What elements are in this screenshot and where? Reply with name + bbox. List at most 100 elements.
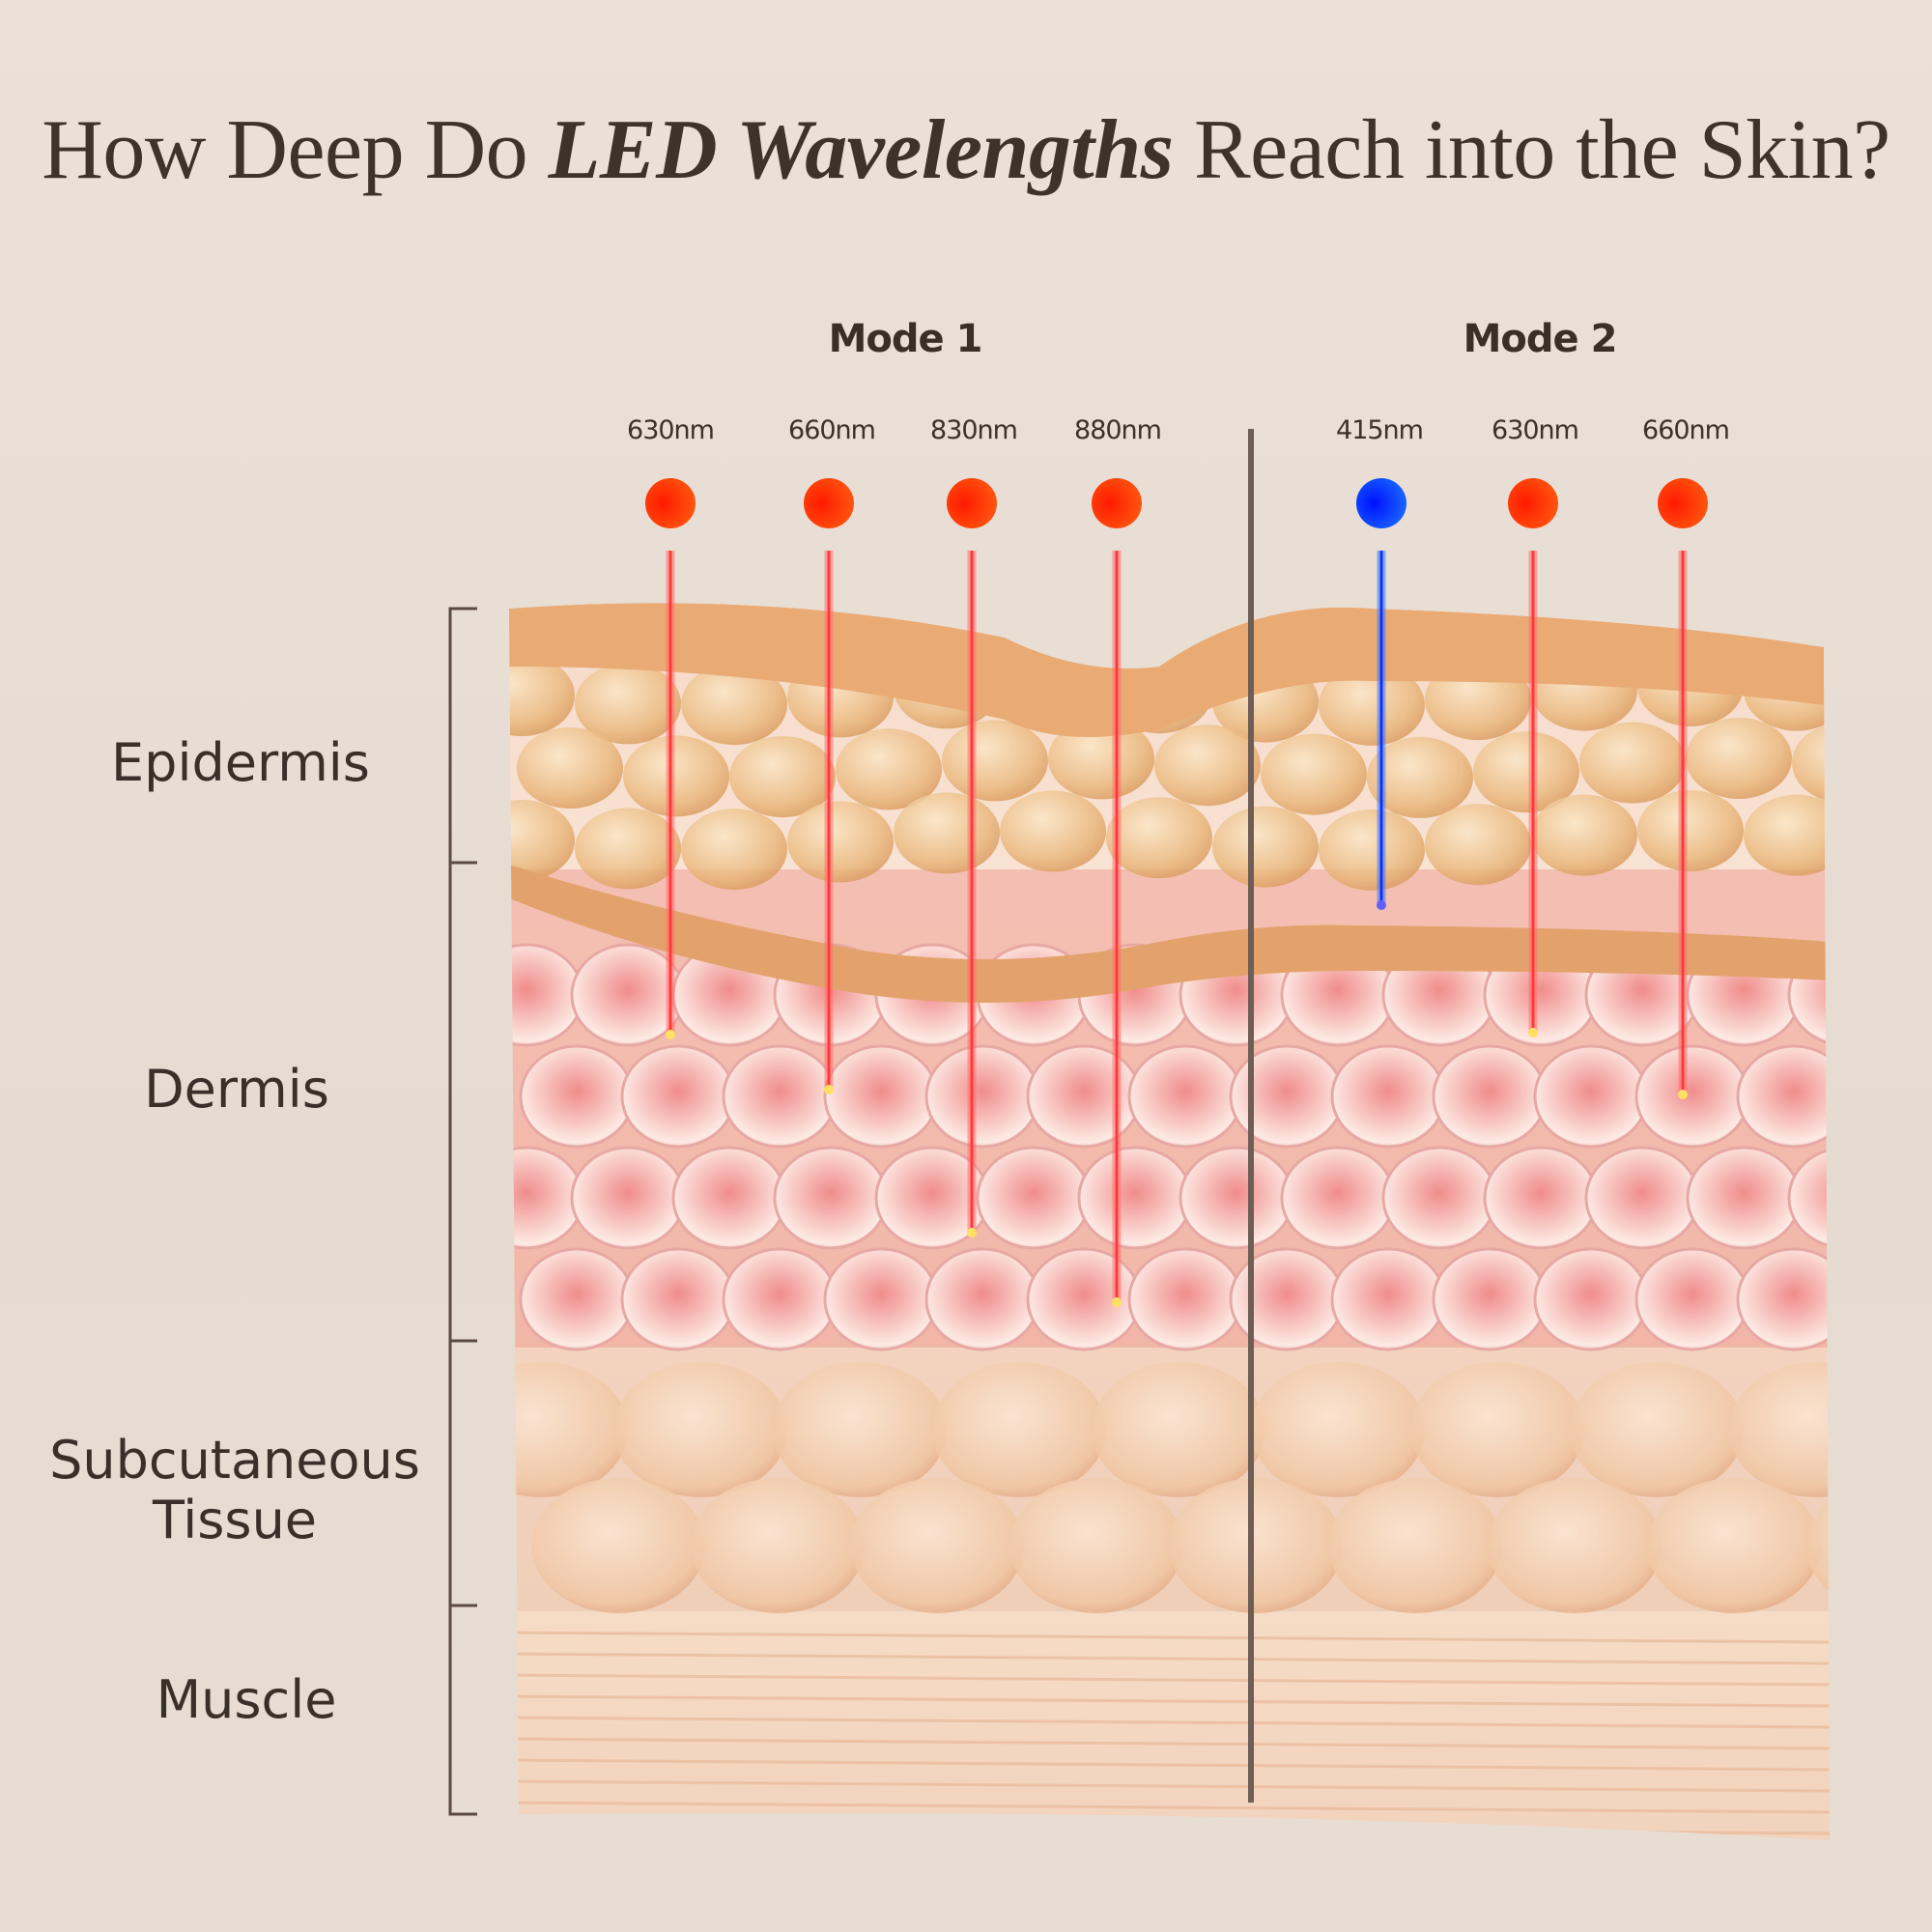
epidermis-cell	[1367, 736, 1473, 818]
epidermis-cell	[1319, 809, 1425, 891]
dermis-cell	[1686, 1146, 1802, 1250]
dermis-cell	[1533, 1247, 1649, 1351]
layer-label-dermis: Dermis	[144, 1059, 329, 1120]
dermis-cell	[823, 1247, 939, 1351]
dermis-cell	[1483, 1146, 1599, 1250]
red-led-dot	[645, 478, 696, 528]
wavelength-label: 830nm	[930, 415, 1018, 445]
dermis-cell	[1127, 1247, 1243, 1351]
muscle-fiber	[509, 1758, 1830, 1772]
dermis-cell	[519, 1247, 635, 1351]
wavelength-label: 630nm	[627, 415, 715, 445]
wavelength-label: 880nm	[1074, 415, 1162, 445]
red-led-dot	[947, 478, 997, 528]
epidermis-cell	[1686, 718, 1792, 800]
subcutaneous-cell	[1092, 1362, 1265, 1497]
dermis-cell	[1127, 1044, 1243, 1149]
epidermis-cell	[517, 727, 623, 809]
dermis-cell	[1179, 1146, 1294, 1250]
dermis-cell	[924, 1044, 1040, 1149]
subcutaneous-cell	[509, 1362, 628, 1497]
light-beam-415nm	[1356, 478, 1406, 910]
muscle-fiber	[509, 1694, 1830, 1708]
epidermis-cell	[836, 728, 942, 810]
red-led-dot	[1658, 478, 1708, 528]
light-beam-660nm	[804, 478, 854, 1094]
epidermis-cell	[729, 736, 836, 818]
muscle-fiber	[509, 1673, 1830, 1687]
dermis-cell	[1839, 1046, 1932, 1147]
epidermis-cell	[1744, 794, 1830, 876]
mode-1-heading: Mode 1	[828, 317, 983, 361]
dermis-cell	[1432, 1044, 1548, 1149]
layer-label-subcutaneous: Subcutaneous Tissue	[49, 1430, 420, 1550]
dermis-cell	[1026, 1044, 1142, 1149]
basement-membrane-band	[509, 865, 1830, 1003]
subcutaneous-cell	[773, 1362, 947, 1497]
muscle-fiber	[509, 1652, 1830, 1665]
dermis-cell	[1280, 1146, 1396, 1250]
subcutaneous-cell	[850, 1478, 1024, 1613]
epidermis-cell	[575, 663, 681, 745]
beam-endpoint	[1377, 900, 1386, 910]
tissue-cross-section	[509, 603, 1932, 1841]
beam-endpoint	[824, 1085, 834, 1094]
beam-endpoint	[1528, 1028, 1538, 1037]
wavelength-label: 630nm	[1492, 415, 1579, 445]
dermis-cell	[1839, 1249, 1932, 1350]
light-beam-630nm	[1508, 478, 1558, 1037]
subcutaneous-cell	[1488, 1478, 1662, 1613]
epidermis-cell	[1792, 722, 1830, 804]
epidermis-cell	[1000, 790, 1106, 872]
dermis-cell	[1533, 1044, 1649, 1149]
subcutaneous-cell	[1570, 1362, 1744, 1497]
epidermis-cell	[787, 801, 894, 883]
dermis-cell	[620, 1044, 736, 1149]
subcutaneous-cell	[1169, 1478, 1343, 1613]
subcutaneous-cell	[932, 1362, 1106, 1497]
bracket-main	[448, 607, 477, 1816]
epidermis-cell	[1531, 794, 1637, 876]
dermis-cell	[1229, 1044, 1345, 1149]
dermis-cell	[1634, 1044, 1750, 1149]
beam-endpoint	[1678, 1090, 1688, 1099]
subcutaneous-cell	[1410, 1362, 1584, 1497]
subcutaneous-cell	[1647, 1478, 1821, 1613]
dermis-cell	[1330, 1044, 1446, 1149]
layer-label-epidermis: Epidermis	[111, 732, 370, 793]
dermis-cell	[509, 943, 584, 1047]
epidermis-cell	[894, 792, 1000, 874]
page-title: How Deep Do LED Wavelengths Reach into t…	[0, 101, 1932, 199]
light-beam-830nm	[947, 478, 997, 1237]
wavelength-label: 660nm	[788, 415, 876, 445]
dermis-cell	[509, 1146, 584, 1250]
light-beam-660nm	[1658, 478, 1708, 1099]
muscle-fiber	[509, 1716, 1830, 1729]
muscle-layer	[509, 1611, 1830, 1841]
dermis-cell	[1330, 1247, 1446, 1351]
subcutaneous-cell	[1729, 1362, 1830, 1497]
red-led-dot	[1508, 478, 1558, 528]
epidermis-cell	[681, 664, 787, 746]
beam-endpoint	[967, 1228, 977, 1237]
epidermis-cell	[623, 735, 729, 817]
dermis-cell	[823, 1044, 939, 1149]
skin-surface-band	[509, 603, 1824, 737]
muscle-fiber	[509, 1737, 1830, 1750]
subcutaneous-cell	[1251, 1362, 1425, 1497]
dermis-cell	[519, 1044, 635, 1149]
dermis-cell	[1026, 1247, 1142, 1351]
dermis-cell	[1787, 1146, 1830, 1250]
epidermis-cell	[509, 800, 575, 881]
subcutaneous-cell	[531, 1478, 705, 1613]
beam-endpoint	[666, 1030, 675, 1039]
dermis-cell	[722, 1044, 838, 1149]
epidermis-cell	[1319, 664, 1425, 746]
dermis-cell	[773, 1146, 889, 1250]
subcutaneous-cell	[1009, 1478, 1183, 1613]
dermis-cell	[1736, 1247, 1830, 1351]
epidermis-cell	[1154, 724, 1261, 807]
title-prefix: How Deep Do	[42, 103, 549, 197]
dermis-cell	[1432, 1247, 1548, 1351]
epidermis-cell	[1473, 731, 1579, 813]
